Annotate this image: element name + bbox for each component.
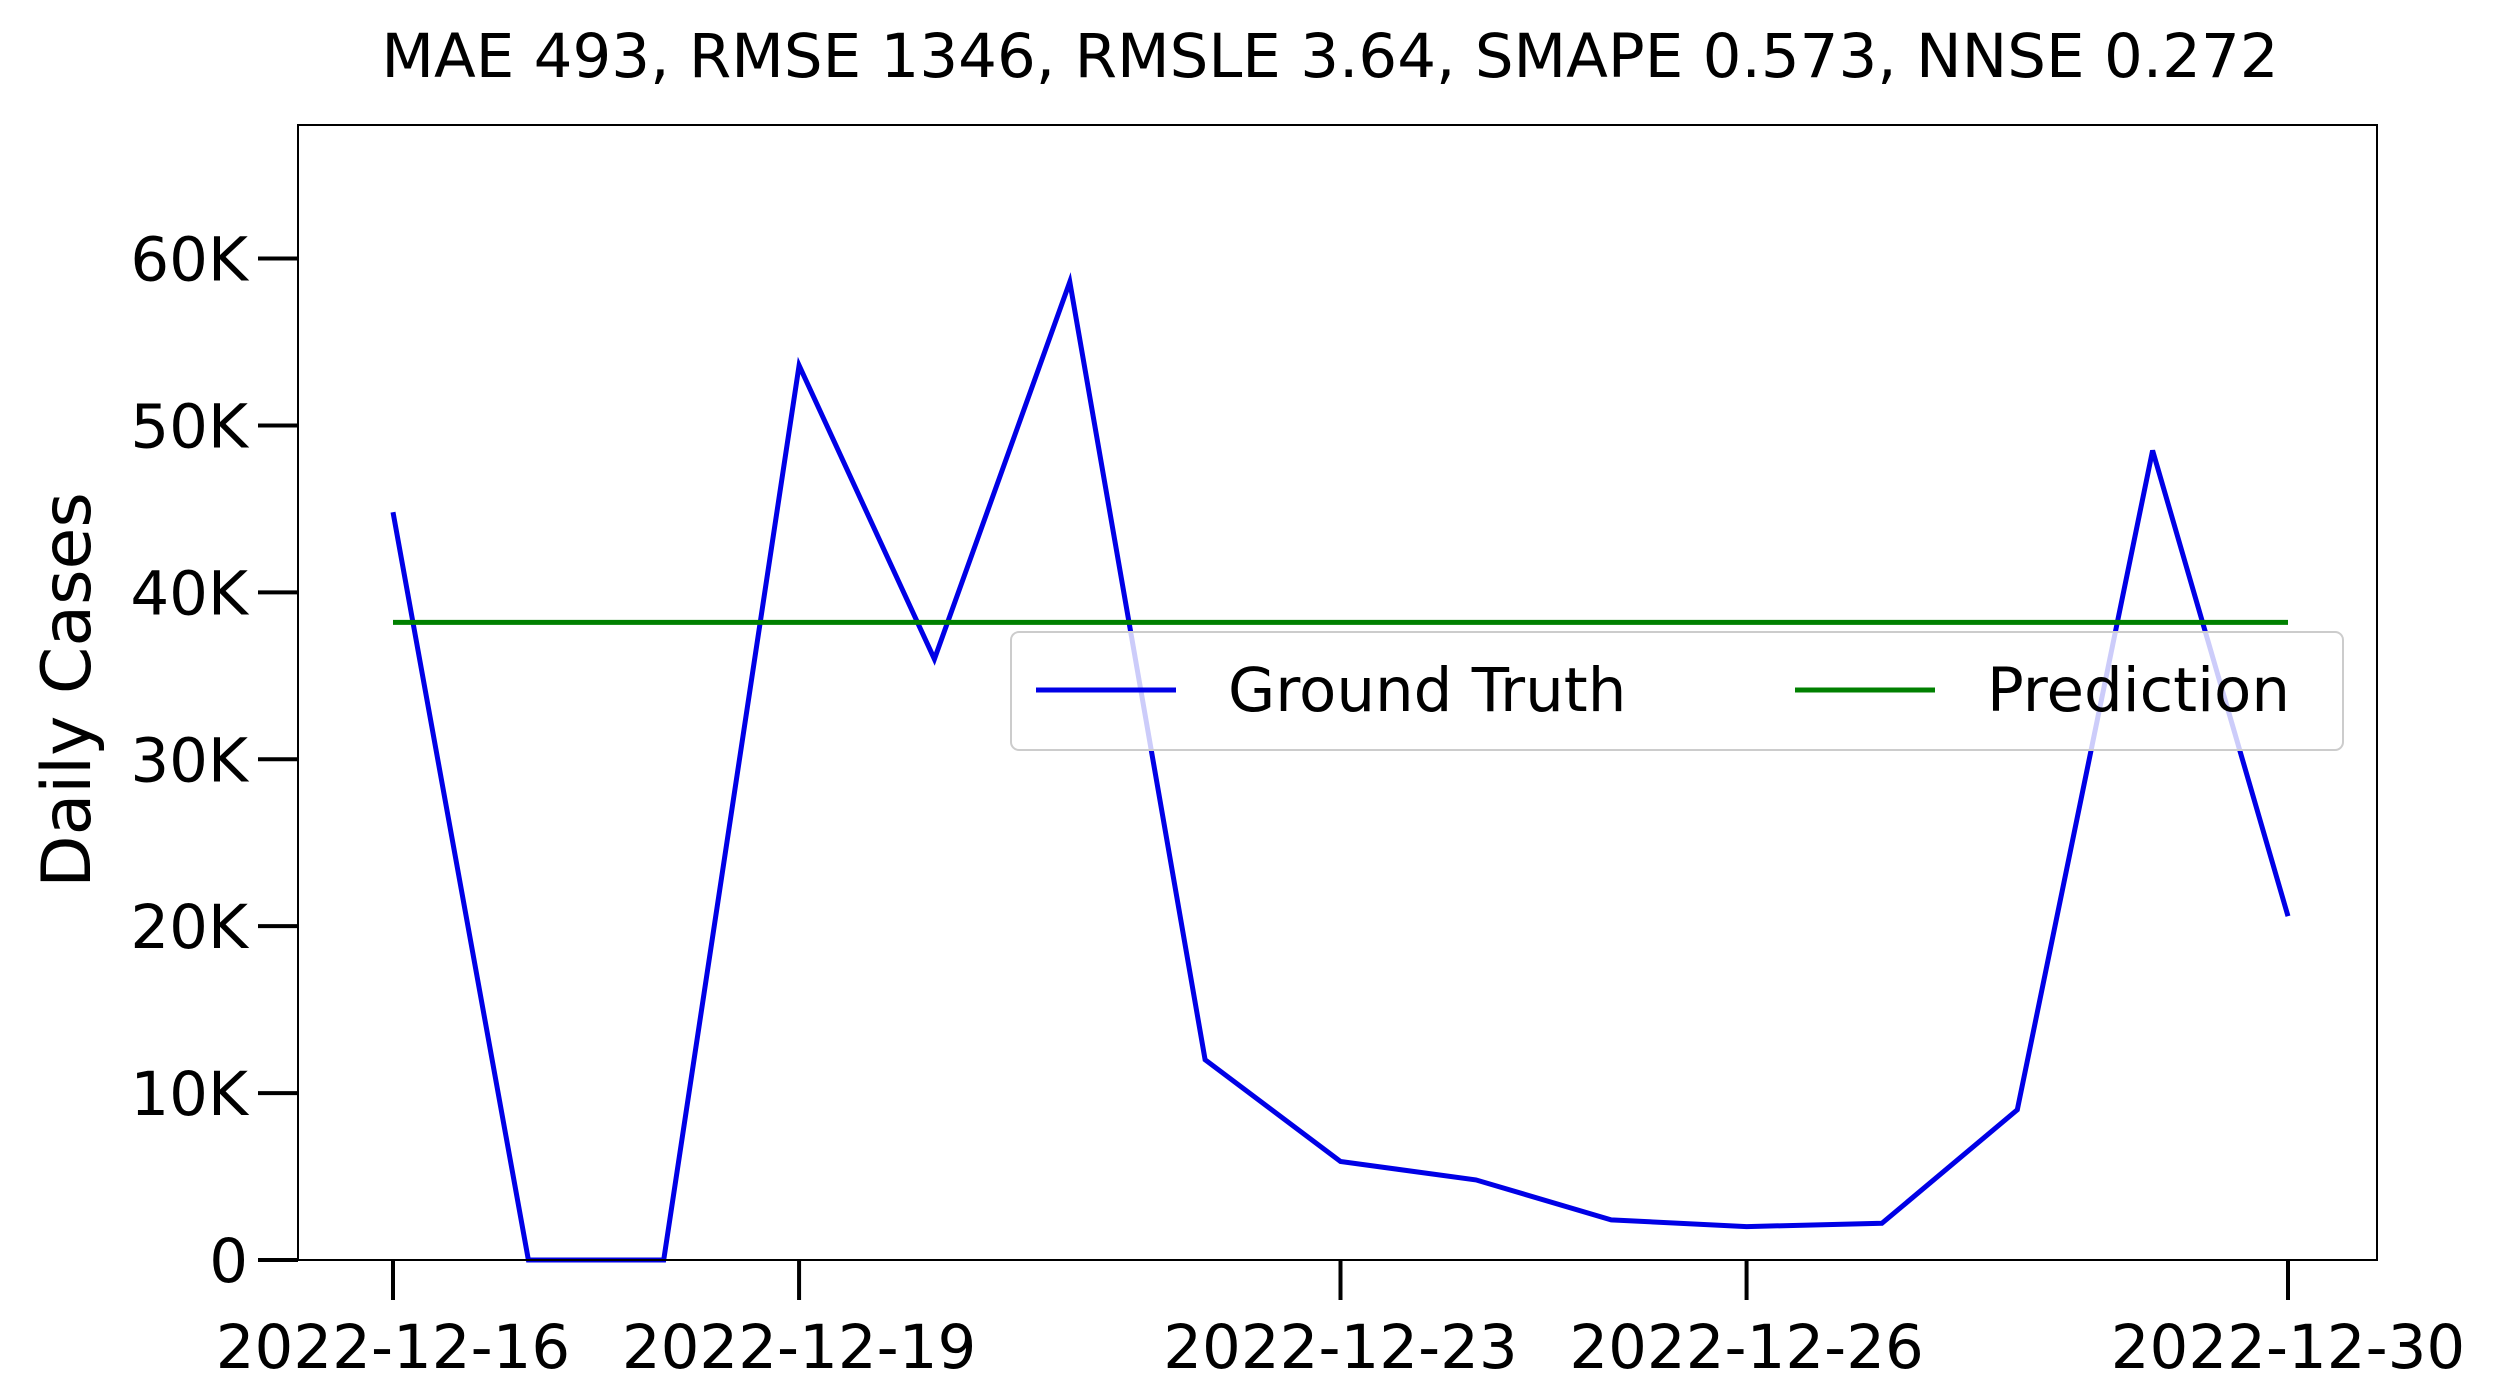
plot-frame <box>297 124 2378 1261</box>
legend-box <box>1010 631 2344 751</box>
legend-label: Ground Truth <box>1228 655 1626 726</box>
y-tick-label: 10K <box>130 1059 250 1130</box>
legend-label: Prediction <box>1987 655 2290 726</box>
x-tick-label: 2022-12-26 <box>1569 1312 1924 1383</box>
plot-lines <box>390 272 2291 1263</box>
legend: Ground Truth Prediction <box>1010 631 2344 751</box>
x-tick-label: 2022-12-16 <box>216 1312 571 1383</box>
y-tick-label: 30K <box>130 725 250 796</box>
y-tick-label: 50K <box>130 391 250 462</box>
x-tick-label: 2022-12-23 <box>1163 1312 1518 1383</box>
x-tick-label: 2022-12-19 <box>622 1312 977 1383</box>
y-tick-label: 60K <box>130 225 250 296</box>
y-axis-label: Daily Cases <box>28 492 107 888</box>
y-tick-label: 20K <box>130 892 250 963</box>
series-line-ground-truth <box>390 272 2291 1263</box>
x-tick-label: 2022-12-30 <box>2111 1312 2466 1383</box>
axes: 0 10K 20K 30K 40K 50K 60K 2022-12-16 2022-12-19 2… <box>130 124 2466 1383</box>
y-tick-label: 40K <box>130 558 250 629</box>
chart-title: MAE 493, RMSE 1346, RMSLE 3.64, SMAPE 0.… <box>381 21 2278 92</box>
y-tick-label: 0 <box>209 1226 248 1297</box>
